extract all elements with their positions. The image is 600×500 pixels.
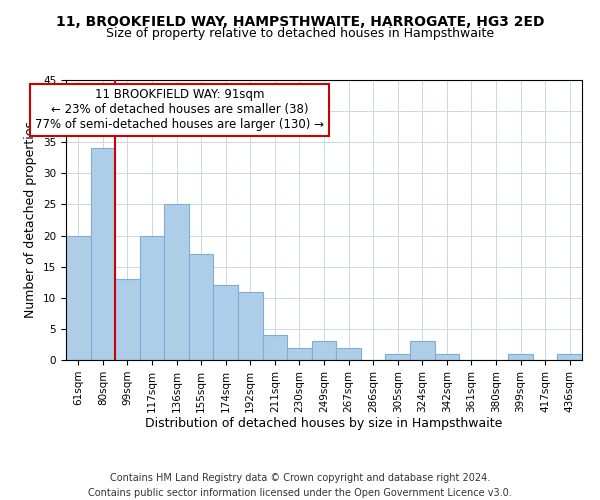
Bar xyxy=(263,335,287,360)
Bar xyxy=(189,254,214,360)
Bar xyxy=(164,204,189,360)
Text: Contains HM Land Registry data © Crown copyright and database right 2024.
Contai: Contains HM Land Registry data © Crown c… xyxy=(88,472,512,498)
Y-axis label: Number of detached properties: Number of detached properties xyxy=(25,122,37,318)
Bar xyxy=(312,342,336,360)
Bar xyxy=(410,342,434,360)
Bar xyxy=(385,354,410,360)
Bar xyxy=(115,279,140,360)
Bar xyxy=(66,236,91,360)
Bar xyxy=(214,286,238,360)
Text: 11 BROOKFIELD WAY: 91sqm
← 23% of detached houses are smaller (38)
77% of semi-d: 11 BROOKFIELD WAY: 91sqm ← 23% of detach… xyxy=(35,88,324,132)
X-axis label: Distribution of detached houses by size in Hampsthwaite: Distribution of detached houses by size … xyxy=(145,418,503,430)
Bar xyxy=(238,292,263,360)
Bar xyxy=(336,348,361,360)
Text: 11, BROOKFIELD WAY, HAMPSTHWAITE, HARROGATE, HG3 2ED: 11, BROOKFIELD WAY, HAMPSTHWAITE, HARROG… xyxy=(56,15,544,29)
Bar xyxy=(287,348,312,360)
Bar xyxy=(434,354,459,360)
Bar xyxy=(91,148,115,360)
Bar xyxy=(508,354,533,360)
Bar xyxy=(140,236,164,360)
Bar xyxy=(557,354,582,360)
Text: Size of property relative to detached houses in Hampsthwaite: Size of property relative to detached ho… xyxy=(106,28,494,40)
